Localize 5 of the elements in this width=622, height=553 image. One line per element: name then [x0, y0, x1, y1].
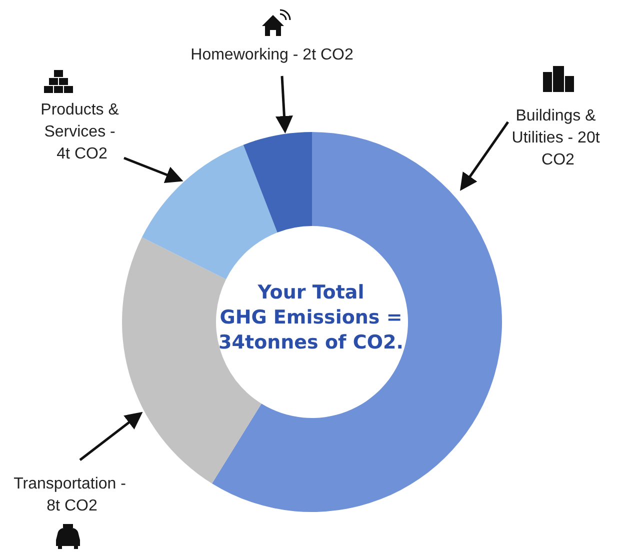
- slice-label: Products & Services - 4t CO2: [40, 102, 124, 162]
- text: Your Total GHG Emissions = 34tonnes of CO2.: [218, 282, 404, 354]
- slice-label: Homeworking - 2t CO2: [190, 46, 354, 64]
- slice-label: Transportation - 8t CO2: [14, 476, 130, 514]
- slice-label: Buildings & Utilities - 20t CO2: [512, 108, 604, 168]
